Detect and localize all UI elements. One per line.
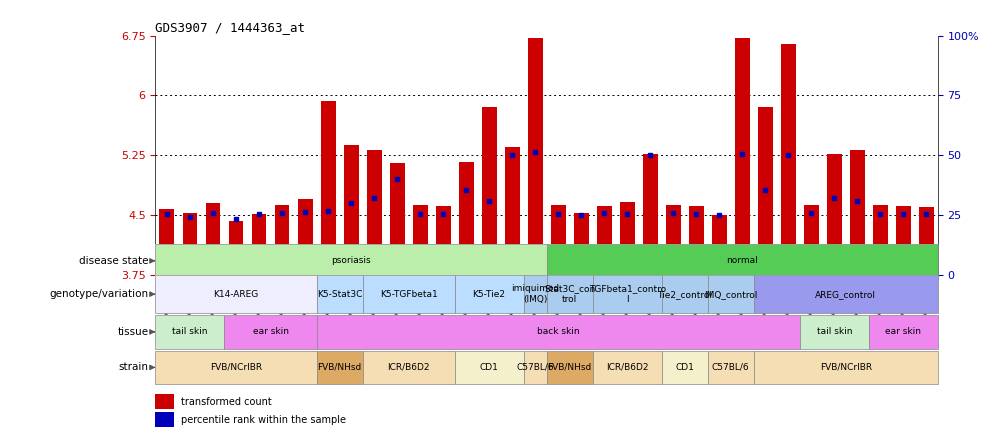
Text: normal: normal (725, 256, 758, 266)
Bar (753, 351, 937, 384)
Text: K5-Tie2: K5-Tie2 (472, 289, 505, 299)
Bar (412, 205, 427, 275)
Text: C57BL/6: C57BL/6 (711, 363, 748, 372)
Bar (362, 275, 454, 313)
Bar (799, 315, 868, 349)
Text: TGFbeta1_contro
l: TGFbeta1_contro l (588, 285, 665, 304)
Text: IMQ_control: IMQ_control (703, 289, 757, 299)
Bar (205, 203, 220, 275)
Bar (826, 154, 841, 275)
Bar (159, 209, 174, 275)
Bar (275, 205, 290, 275)
Bar (458, 162, 473, 275)
Bar (665, 205, 680, 275)
Text: tail skin: tail skin (172, 327, 207, 337)
Bar (707, 351, 753, 384)
Bar (753, 275, 937, 313)
Text: psoriasis: psoriasis (331, 256, 371, 266)
Bar (317, 315, 799, 349)
Bar (362, 351, 454, 384)
Bar (317, 351, 362, 384)
Bar (757, 107, 772, 275)
Bar (252, 214, 267, 275)
Text: AREG_control: AREG_control (815, 289, 876, 299)
Text: tissue: tissue (117, 327, 148, 337)
Bar (155, 393, 173, 408)
Text: FVB/NHsd: FVB/NHsd (317, 363, 362, 372)
Bar (707, 275, 753, 313)
Bar (321, 101, 336, 275)
Text: disease state: disease state (79, 256, 148, 266)
Bar (224, 315, 317, 349)
Bar (780, 44, 795, 275)
Bar (155, 315, 224, 349)
Bar (155, 351, 317, 384)
Bar (481, 107, 496, 275)
Bar (155, 244, 546, 278)
Text: imiquimod
(IMQ): imiquimod (IMQ) (511, 285, 559, 304)
Bar (366, 150, 381, 275)
Text: K14-AREG: K14-AREG (213, 289, 259, 299)
Bar (803, 205, 818, 275)
Text: FVB/NCrIBR: FVB/NCrIBR (819, 363, 871, 372)
Bar (317, 275, 362, 313)
Bar (661, 351, 707, 384)
Bar (523, 275, 546, 313)
Bar (389, 163, 404, 275)
Bar (454, 275, 523, 313)
Text: CD1: CD1 (674, 363, 693, 372)
Bar (711, 215, 726, 275)
Text: genotype/variation: genotype/variation (49, 289, 148, 299)
Text: ear skin: ear skin (885, 327, 921, 337)
Bar (596, 206, 611, 275)
Bar (344, 145, 358, 275)
Bar (523, 351, 546, 384)
Text: percentile rank within the sample: percentile rank within the sample (180, 415, 346, 425)
Bar (688, 206, 703, 275)
Text: CD1: CD1 (479, 363, 498, 372)
Text: K5-TGFbeta1: K5-TGFbeta1 (380, 289, 437, 299)
Bar (182, 213, 197, 275)
Text: transformed count: transformed count (180, 396, 272, 407)
Bar (592, 275, 661, 313)
Text: FVB/NHsd: FVB/NHsd (547, 363, 591, 372)
Bar (619, 202, 634, 275)
Bar (546, 244, 937, 278)
Text: back skin: back skin (536, 327, 579, 337)
Bar (527, 38, 542, 275)
Text: K5-Stat3C: K5-Stat3C (317, 289, 362, 299)
Text: tail skin: tail skin (816, 327, 851, 337)
Text: GDS3907 / 1444363_at: GDS3907 / 1444363_at (155, 21, 306, 34)
Bar (918, 207, 933, 275)
Text: Stat3C_con
trol: Stat3C_con trol (543, 285, 594, 304)
Bar (872, 205, 887, 275)
Bar (868, 315, 937, 349)
Text: C57BL/6: C57BL/6 (516, 363, 553, 372)
Bar (435, 206, 450, 275)
Bar (298, 199, 313, 275)
Bar (546, 275, 592, 313)
Bar (504, 147, 519, 275)
Bar (550, 205, 565, 275)
Bar (895, 206, 910, 275)
Text: ear skin: ear skin (253, 327, 289, 337)
Bar (592, 351, 661, 384)
Bar (573, 213, 588, 275)
Bar (228, 221, 243, 275)
Text: ICR/B6D2: ICR/B6D2 (387, 363, 430, 372)
Bar (155, 412, 173, 428)
Text: FVB/NCrIBR: FVB/NCrIBR (209, 363, 262, 372)
Text: Tie2_control: Tie2_control (656, 289, 711, 299)
Bar (734, 38, 748, 275)
Bar (546, 351, 592, 384)
Bar (661, 275, 707, 313)
Bar (155, 275, 317, 313)
Bar (642, 154, 657, 275)
Text: ICR/B6D2: ICR/B6D2 (605, 363, 647, 372)
Text: strain: strain (118, 362, 148, 373)
Bar (454, 351, 523, 384)
Bar (849, 150, 864, 275)
